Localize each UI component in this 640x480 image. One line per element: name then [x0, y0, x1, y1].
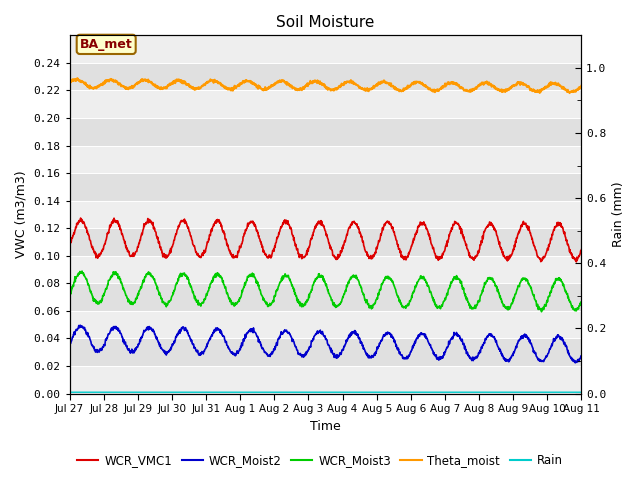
Bar — [70, 256, 581, 283]
Bar — [70, 366, 581, 394]
Legend: WCR_VMC1, WCR_Moist2, WCR_Moist3, Theta_moist, Rain: WCR_VMC1, WCR_Moist2, WCR_Moist3, Theta_… — [72, 449, 568, 472]
Bar — [70, 201, 581, 228]
Bar — [70, 311, 581, 338]
Bar — [70, 228, 581, 256]
Bar — [70, 283, 581, 311]
Bar — [70, 118, 581, 145]
Title: Soil Moisture: Soil Moisture — [276, 15, 374, 30]
Y-axis label: VWC (m3/m3): VWC (m3/m3) — [15, 171, 28, 258]
Text: BA_met: BA_met — [80, 38, 132, 51]
X-axis label: Time: Time — [310, 420, 341, 432]
Bar — [70, 63, 581, 90]
Bar — [70, 145, 581, 173]
Bar — [70, 173, 581, 201]
Bar — [70, 338, 581, 366]
Bar — [70, 90, 581, 118]
Y-axis label: Rain (mm): Rain (mm) — [612, 181, 625, 247]
